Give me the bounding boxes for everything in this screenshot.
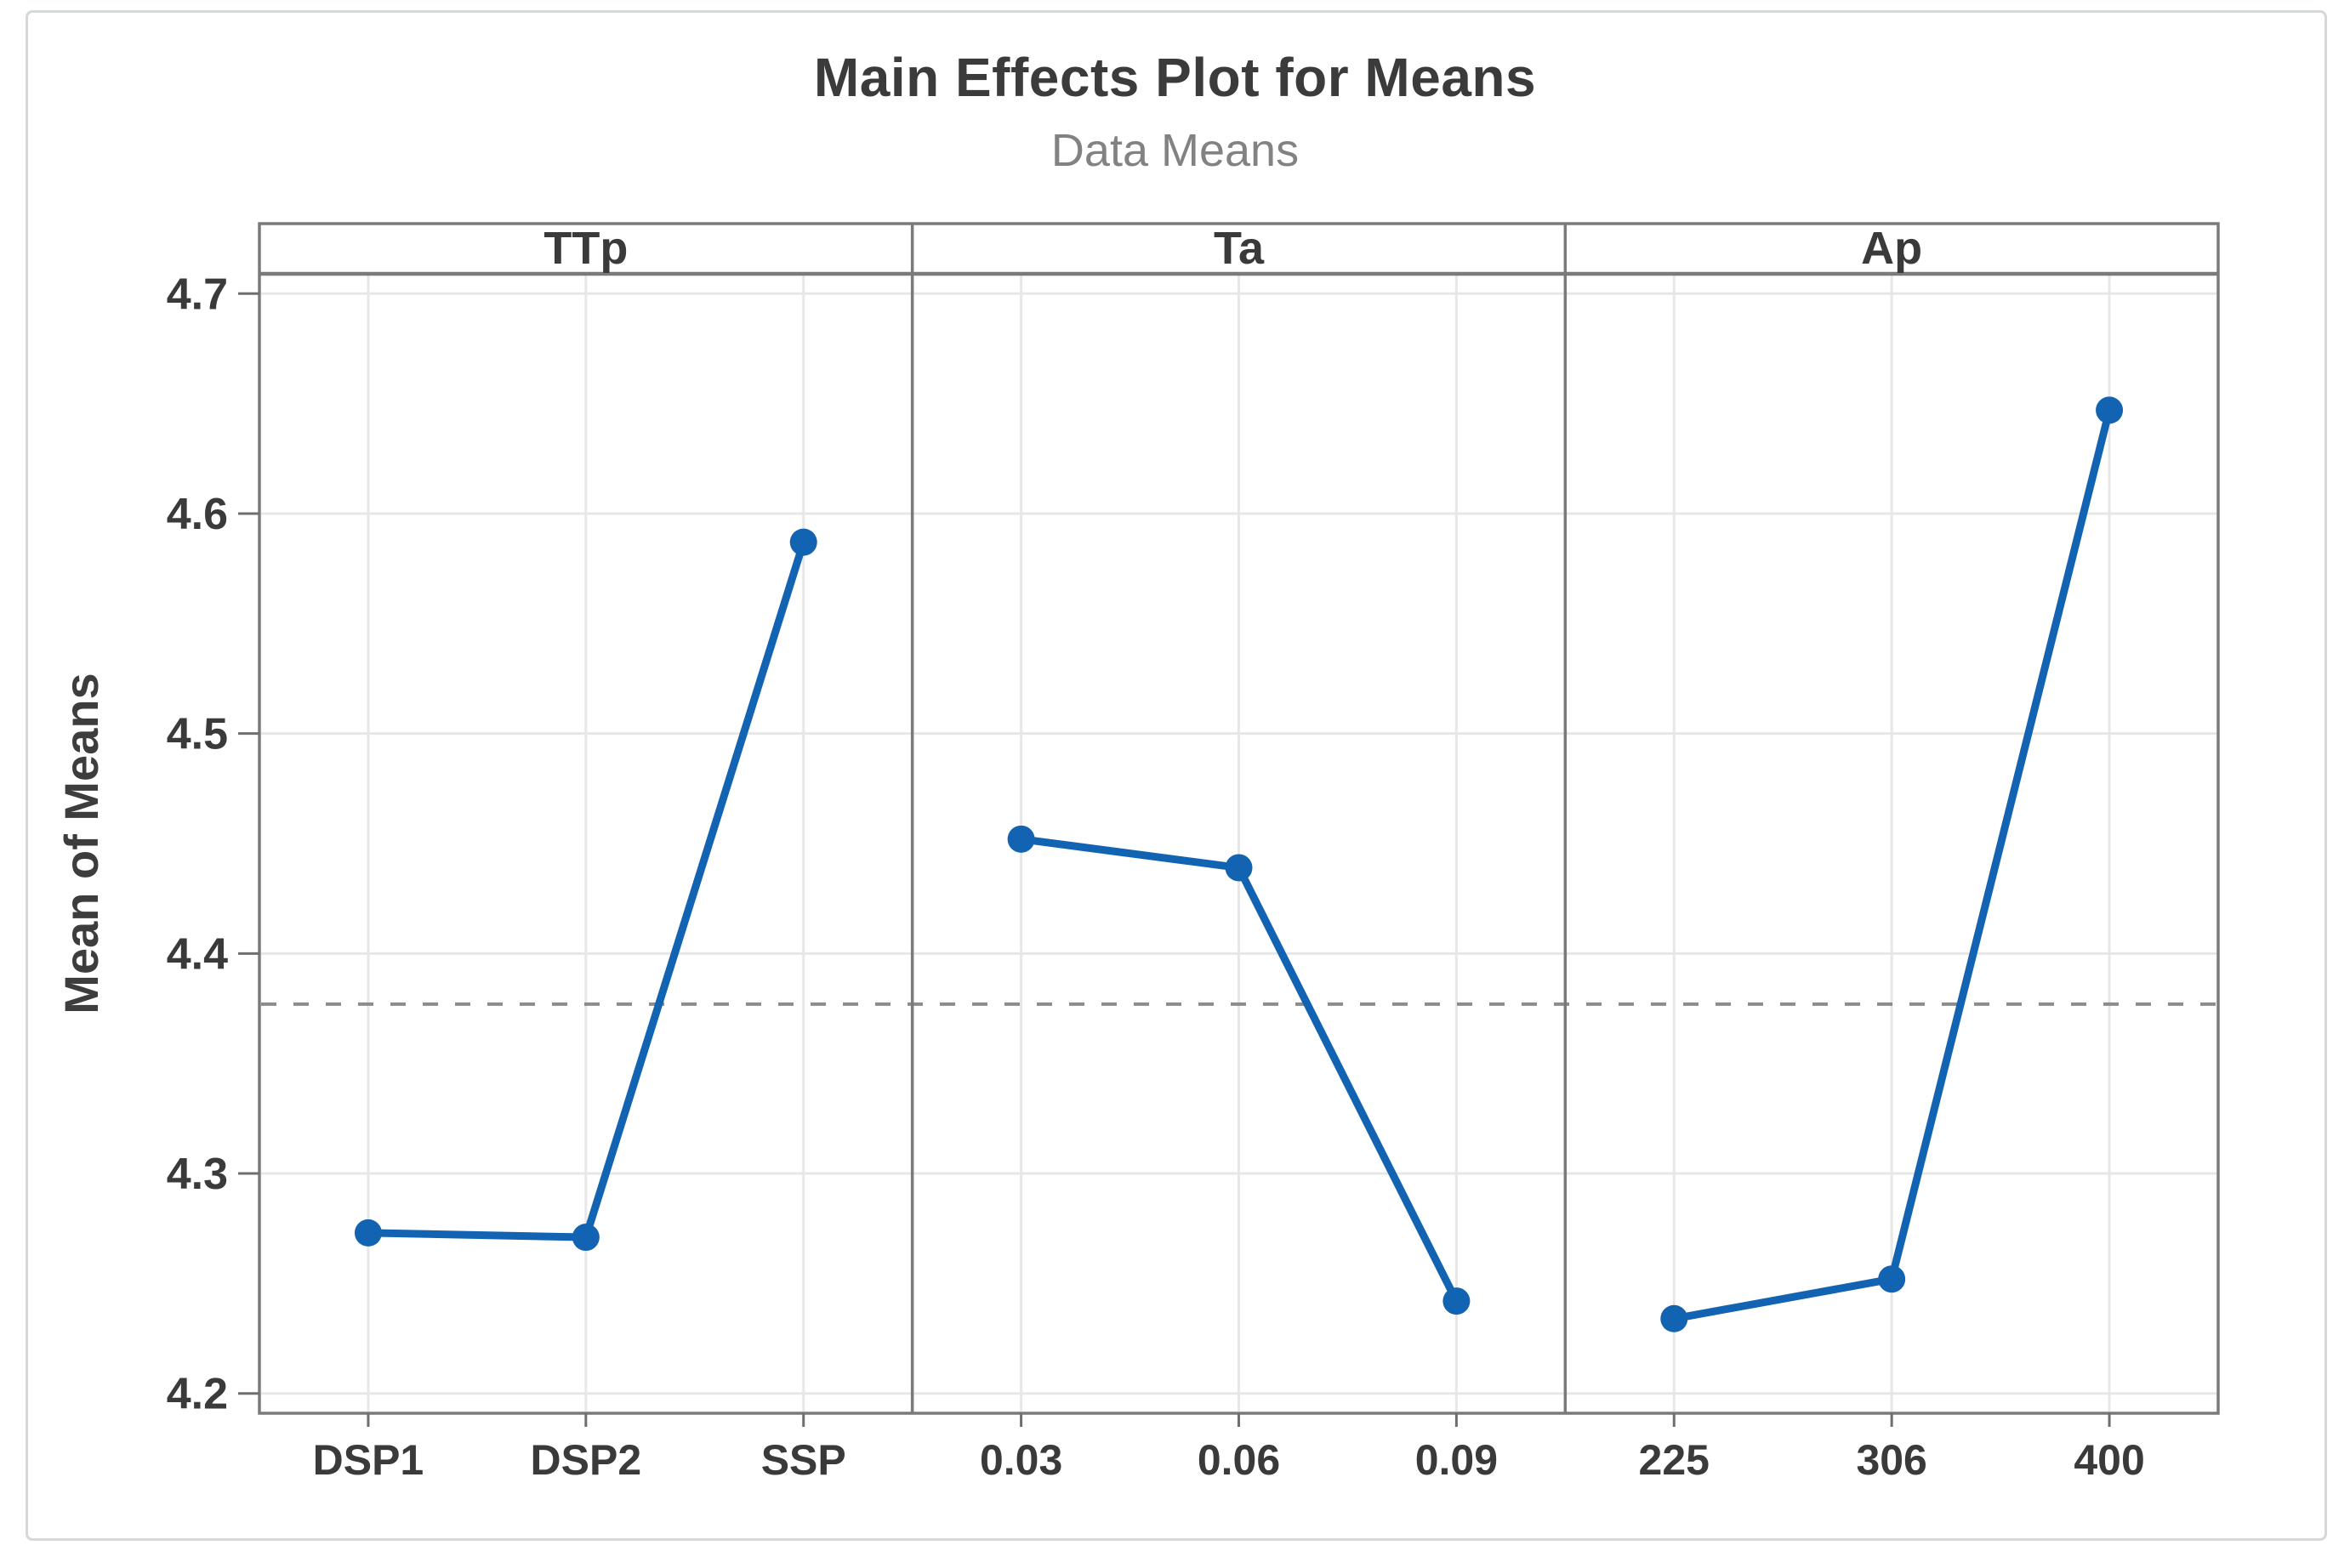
data-point-Ap-306: [1878, 1265, 1906, 1293]
x-tick-label-0.09: 0.09: [1415, 1436, 1498, 1484]
y-tick-label: 4.5: [167, 710, 228, 759]
y-tick-label: 4.4: [167, 929, 228, 979]
y-tick-label: 4.2: [167, 1370, 228, 1419]
data-point-TTp-DSP1: [354, 1219, 382, 1247]
y-tick-label: 4.6: [167, 490, 228, 539]
data-point-Ap-400: [2096, 396, 2124, 424]
data-point-Ta-0.06: [1225, 854, 1253, 882]
x-tick-label-DSP2: DSP2: [531, 1436, 642, 1484]
x-tick-label-306: 306: [1856, 1436, 1926, 1484]
chart-title: Main Effects Plot for Means: [813, 47, 1537, 108]
data-point-Ta-0.03: [1007, 825, 1035, 853]
panel-header-Ta: Ta: [1214, 223, 1265, 274]
chart-subtitle: Data Means: [1050, 125, 1300, 176]
x-tick-label-0.06: 0.06: [1198, 1436, 1280, 1484]
data-point-TTp-SSP: [789, 528, 817, 556]
data-point-Ap-225: [1660, 1304, 1688, 1332]
x-tick-label-400: 400: [2074, 1436, 2144, 1484]
x-tick-label-SSP: SSP: [761, 1436, 846, 1484]
panel-header-TTp: TTp: [543, 223, 628, 274]
data-point-TTp-DSP2: [572, 1224, 600, 1252]
y-tick-label: 4.3: [167, 1150, 228, 1199]
data-point-Ta-0.09: [1442, 1287, 1471, 1315]
y-axis-title: Mean of Means: [54, 673, 108, 1014]
x-tick-label-0.03: 0.03: [980, 1436, 1062, 1484]
x-tick-label-DSP1: DSP1: [313, 1436, 424, 1484]
y-tick-label: 4.7: [167, 270, 228, 319]
panel-header-Ap: Ap: [1861, 223, 1922, 274]
x-tick-label-225: 225: [1639, 1436, 1710, 1484]
